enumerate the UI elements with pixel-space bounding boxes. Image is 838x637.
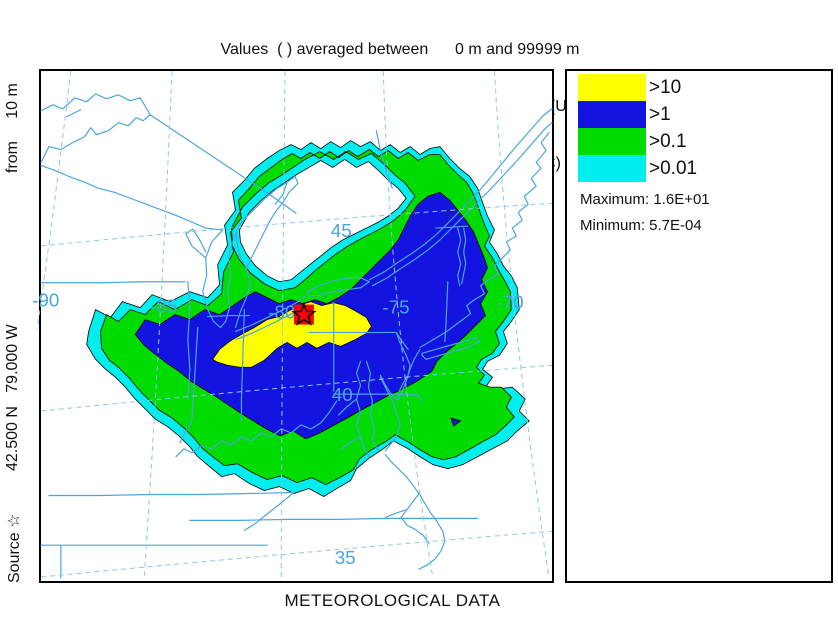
source-star-icon (291, 301, 317, 326)
map-canvas: -90 -85 -80 -75 -70 45 40 35 (32, 70, 553, 579)
lat-label-35n: 35 (335, 547, 356, 568)
lake-huron-outline (234, 175, 299, 329)
legend-panel: >10 >1 >0.1 >0.01 Maximum: 1.6E+01 Minim… (565, 69, 833, 583)
legend-entry: >0.1 (578, 128, 831, 155)
legend-label-gt10: >10 (649, 76, 682, 98)
source-marker (291, 301, 317, 326)
legend-swatch-gt1 (578, 101, 646, 128)
lon-label-80w: -80 (268, 302, 295, 323)
source-coordinates-label: 42.500 N 79.000 W (4, 324, 21, 471)
lon-label-85w: -85 (150, 296, 177, 317)
upper-peninsula-shore (40, 164, 224, 231)
state-borders (40, 130, 479, 579)
lat-label-40n: 40 (332, 384, 353, 405)
contour-gt1-offshore-spot (450, 417, 462, 427)
map-panel: -90 -85 -80 -75 -70 45 40 35 (32, 69, 554, 583)
new-england-coast (419, 132, 550, 360)
lake-michigan-outline (185, 228, 238, 329)
parallel-40n (40, 364, 553, 412)
meteorological-data-label: METEOROLOGICAL DATA (284, 591, 501, 610)
st-lawrence-river (368, 108, 553, 287)
release-height-label: from 10 m (4, 83, 21, 173)
parallel-35n (40, 530, 553, 578)
legend-swatch-gt0.01 (578, 155, 646, 182)
legend-maximum: Maximum: 1.6E+01 (580, 191, 710, 208)
meridian-80w (280, 70, 286, 579)
lat-label-45n: 45 (331, 220, 352, 241)
legend-swatch-gt10 (578, 74, 646, 101)
source-axis-label: Source ☆ 42.500 N 79.000 W from 10 m (4, 70, 28, 583)
graticule (36, 70, 553, 579)
legend-minimum: Minimum: 5.7E-04 (580, 217, 702, 234)
meridian-70w (493, 70, 550, 579)
legend-swatch-gt0.1 (578, 128, 646, 155)
legend-entry: >10 (578, 74, 831, 101)
contour-gt10 (212, 301, 372, 368)
legend-entry: >0.01 (578, 155, 831, 182)
legend-entry: >1 (578, 101, 831, 128)
state-and-lake-outlines (40, 93, 553, 579)
virginia-carolina-coast (384, 454, 446, 570)
meridian-75w (382, 70, 434, 579)
lon-label-90w: -90 (32, 290, 59, 311)
coordinate-labels: -90 -85 -80 -75 -70 45 40 35 (32, 220, 524, 568)
lon-label-75w: -75 (382, 297, 409, 318)
lake-champlain (457, 227, 467, 287)
legend-label-gt1: >1 (649, 103, 671, 125)
title-line-1: Values ( ) averaged between 0 m and 9999… (220, 41, 580, 58)
legend-label-gt0.1: >0.1 (649, 130, 687, 152)
lon-label-70w: -70 (496, 292, 523, 313)
lake-ontario-outline (306, 277, 371, 297)
meridian-90w (36, 70, 72, 330)
source-label: Source ☆ (6, 513, 23, 583)
meridian-85w (143, 70, 173, 579)
parallel-45n (40, 202, 553, 247)
legend-label-gt0.01: >0.01 (649, 157, 698, 179)
